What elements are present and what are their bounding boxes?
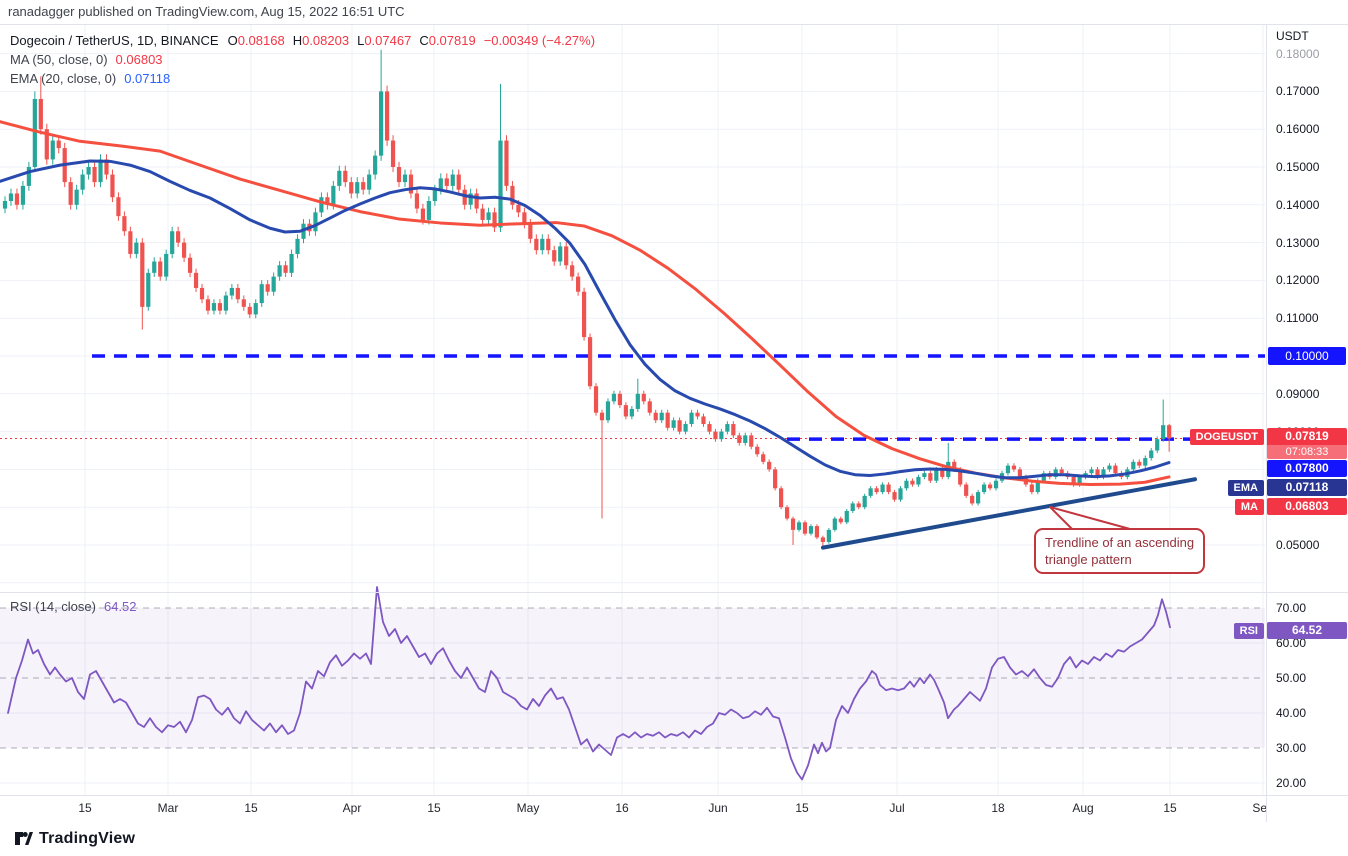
brand-text: TradingView xyxy=(39,829,136,847)
time-tick-label: Sep xyxy=(1252,801,1267,815)
time-tick-label: Jun xyxy=(708,801,728,815)
trendline-callout[interactable]: Trendline of an ascending triangle patte… xyxy=(1034,528,1206,574)
last-price-tag-value: 0.07819 xyxy=(1285,429,1329,443)
ema-value: 0.07118 xyxy=(124,71,171,86)
rsi-tick-label: 70.00 xyxy=(1276,601,1307,615)
time-tick-label: 15 xyxy=(795,801,809,815)
ohlc-high: H0.08203 xyxy=(292,33,350,48)
rsi-tick-label: 50.00 xyxy=(1276,671,1307,685)
ma-value-tag: 0.06803 xyxy=(1267,498,1347,515)
time-tick-label: Jul xyxy=(889,801,905,815)
highlighted-level-tag: 0.10000 xyxy=(1268,347,1346,365)
time-axis[interactable]: 15 Mar 15 Apr 15 May 16 Jun 15 Jul 18 Aug 15 Sep xyxy=(0,795,1348,822)
rsi-tick-label: 30.00 xyxy=(1276,741,1307,755)
published-byline: ranadagger published on TradingView.com,… xyxy=(8,4,405,19)
main-legend: Dogecoin / TetherUS, 1D, BINANCE O0.0816… xyxy=(10,31,595,88)
ma-value-chip: MA xyxy=(1234,499,1264,515)
price-tick-label: 0.14000 xyxy=(1276,197,1320,212)
countdown-timer: 07:08:33 xyxy=(1267,445,1347,459)
price-tick-label: 0.09000 xyxy=(1276,386,1320,401)
ema-value-tag: 0.07118 xyxy=(1267,479,1347,496)
price-axis-unit: USDT xyxy=(1276,29,1309,43)
tradingview-logo-icon xyxy=(15,832,33,845)
ascending-trendline[interactable] xyxy=(821,477,1197,550)
callout-text-line1: Trendline of an ascending xyxy=(1045,535,1195,550)
rsi-band xyxy=(0,607,1265,749)
rsi-tick-label: 20.00 xyxy=(1276,776,1307,790)
rsi-tick-label: 60.00 xyxy=(1276,636,1307,650)
ema-label: EMA (20, close, 0) xyxy=(10,71,117,86)
time-tick-label: Aug xyxy=(1072,801,1094,815)
ohlc-open: O0.08168 xyxy=(227,33,285,48)
ohlc-close: C0.07819 xyxy=(419,33,476,48)
candles xyxy=(2,49,1172,547)
time-tick-label: Mar xyxy=(157,801,179,815)
ohlc-low: L0.07467 xyxy=(357,33,412,48)
price-tick-label: 0.12000 xyxy=(1276,273,1320,288)
resistance-tag: 0.07800 xyxy=(1267,460,1347,477)
price-tick-label: 0.15000 xyxy=(1276,160,1320,174)
price-tick-label: 0.11000 xyxy=(1276,311,1319,326)
rsi-line[interactable] xyxy=(7,586,1171,781)
panel-separator[interactable] xyxy=(0,592,1348,593)
callout-tail xyxy=(1049,506,1131,530)
last-price-chip: DOGEUSDT xyxy=(1189,429,1264,445)
time-tick-label: 15 xyxy=(1163,801,1177,815)
time-tick-label: 18 xyxy=(991,801,1005,815)
footer-bar: TradingView xyxy=(0,822,1348,856)
price-tick-label: 0.18000 xyxy=(1276,46,1320,61)
rsi-value-tag: 64.52 xyxy=(1267,622,1347,639)
symbol-legend-row[interactable]: Dogecoin / TetherUS, 1D, BINANCE O0.0816… xyxy=(10,31,595,50)
price-tick-label: 0.17000 xyxy=(1276,84,1320,99)
price-axis[interactable] xyxy=(1266,24,1348,822)
time-tick-label: 16 xyxy=(615,801,629,815)
time-tick-label: 15 xyxy=(78,801,92,815)
ema-value-tag-value: 0.07118 xyxy=(1285,480,1329,494)
time-tick-label: 15 xyxy=(427,801,441,815)
price-tick-label: 0.05000 xyxy=(1276,538,1320,552)
time-axis-labels: 15 Mar 15 Apr 15 May 16 Jun 15 Jul 18 Aug 15 Sep xyxy=(0,795,1267,822)
tradingview-brand[interactable]: TradingView xyxy=(14,829,135,848)
ema-legend-row[interactable]: EMA (20, close, 0) 0.07118 xyxy=(10,69,595,88)
ma-value: 0.06803 xyxy=(115,52,163,67)
change-value: −0.00349 (−4.27%) xyxy=(483,33,596,48)
resistance-tag-value: 0.07800 xyxy=(1285,461,1329,475)
rsi-value-tag-value: 64.52 xyxy=(1291,623,1323,637)
ma-label: MA (50, close, 0) xyxy=(10,52,108,67)
callout-text-line2: triangle pattern xyxy=(1045,552,1132,567)
price-tick-label: 0.13000 xyxy=(1276,235,1320,250)
time-tick-label: 15 xyxy=(244,801,258,815)
price-tick-label: 0.16000 xyxy=(1276,122,1320,137)
rsi-value-chip: RSI xyxy=(1233,623,1264,639)
ema-value-chip: EMA xyxy=(1227,480,1264,496)
ema20-line[interactable] xyxy=(0,159,1171,480)
symbol-title: Dogecoin / TetherUS, 1D, BINANCE xyxy=(10,33,219,48)
ma-legend-row[interactable]: MA (50, close, 0) 0.06803 xyxy=(10,50,595,69)
rsi-legend[interactable]: RSI (14, close) 64.52 xyxy=(10,597,137,616)
chart-top-border xyxy=(0,24,1348,25)
gridlines xyxy=(0,24,1265,795)
rsi-label: RSI (14, close) xyxy=(10,599,96,614)
ma-value-tag-value: 0.06803 xyxy=(1285,499,1329,513)
time-tick-label: May xyxy=(516,801,540,815)
rsi-value: 64.52 xyxy=(103,599,137,614)
time-tick-label: Apr xyxy=(342,801,362,815)
last-price-tag: 0.07819 07:08:33 xyxy=(1267,428,1347,459)
time-axis-top-border xyxy=(0,795,1348,796)
price-axis-border xyxy=(1266,24,1267,822)
rsi-tick-label: 40.00 xyxy=(1276,706,1307,720)
